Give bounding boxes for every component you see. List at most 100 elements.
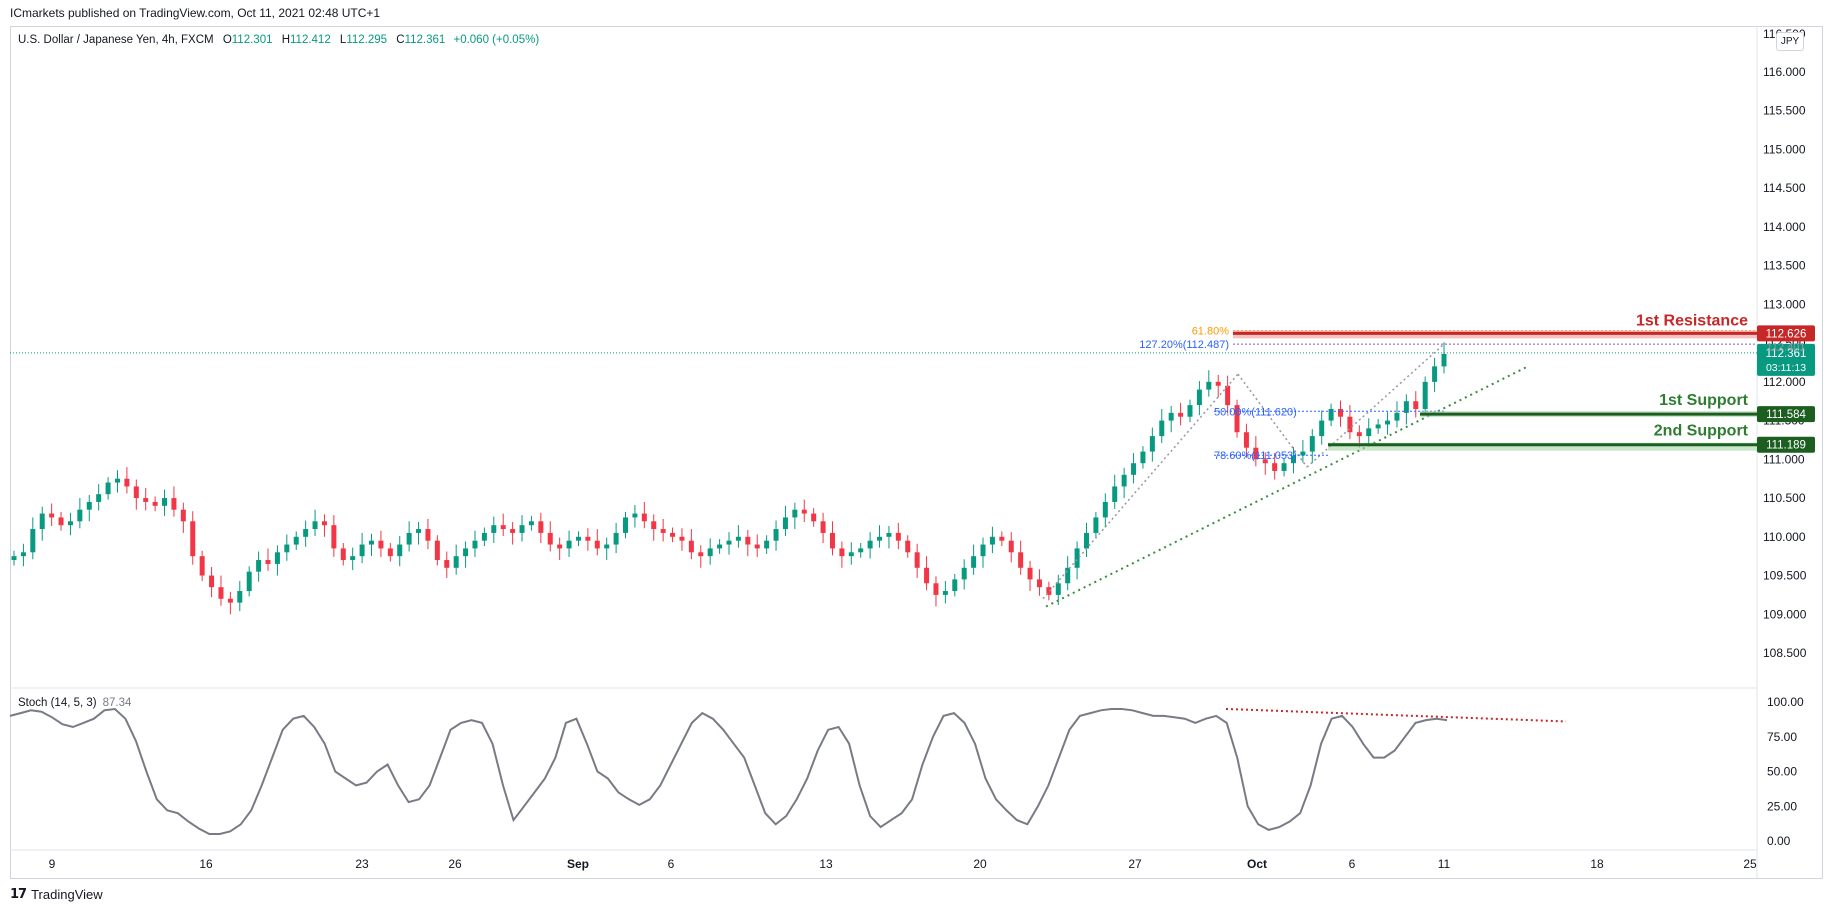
candle-body[interactable] [1055,583,1061,595]
candle-body[interactable] [397,544,403,557]
candle-body[interactable] [303,529,309,537]
candle-body[interactable] [1093,517,1099,533]
candle-body[interactable] [444,560,450,568]
currency-badge[interactable]: JPY [1776,32,1804,51]
candle-body[interactable] [510,529,516,533]
candle-body[interactable] [1112,486,1118,502]
candle-body[interactable] [491,525,497,533]
candle-body[interactable] [547,532,553,545]
candle-body[interactable] [707,548,713,557]
candle-body[interactable] [1309,436,1315,452]
candle-body[interactable] [1178,412,1184,417]
candle-body[interactable] [942,591,948,595]
candle-body[interactable] [519,525,525,533]
candle-body[interactable] [1281,463,1287,471]
candle-body[interactable] [152,501,158,506]
candle-body[interactable] [1375,424,1381,429]
candle-body[interactable] [256,560,262,572]
candle-body[interactable] [886,532,892,537]
candle-body[interactable] [369,540,374,545]
candle-body[interactable] [1356,432,1362,437]
candle-body[interactable] [1215,381,1221,386]
candle-body[interactable] [1027,567,1033,580]
candle-body[interactable] [237,591,243,603]
candle-body[interactable] [284,544,290,553]
candle-body[interactable] [670,532,676,537]
stoch-divergence-line[interactable] [1225,707,1567,723]
candle-body[interactable] [1168,412,1174,421]
candle-body[interactable] [1394,412,1400,421]
candle-body[interactable] [1432,366,1438,382]
candle-body[interactable] [782,517,788,530]
candle-body[interactable] [416,529,422,533]
candle-body[interactable] [190,521,196,557]
candle-body[interactable] [340,548,346,561]
candle-body[interactable] [528,521,534,526]
tradingview-logo[interactable]: 𝟭𝟳 TradingView [10,886,103,902]
candle-body[interactable] [67,521,73,526]
candle-body[interactable] [1036,579,1042,588]
candle-body[interactable] [105,482,111,495]
candle-body[interactable] [143,498,149,502]
candle-body[interactable] [1385,420,1391,425]
candle-body[interactable] [1121,474,1127,487]
candle-body[interactable] [1441,353,1447,367]
candle-body[interactable] [209,575,215,588]
candle-body[interactable] [265,560,271,564]
candle-body[interactable] [406,532,412,545]
candle-body[interactable] [1234,405,1240,433]
candle-body[interactable] [425,529,431,541]
candle-body[interactable] [1206,381,1212,390]
candle-body[interactable] [1422,381,1428,409]
candle-body[interactable] [1008,540,1014,553]
candle-body[interactable] [698,552,704,557]
candle-body[interactable] [1338,408,1344,417]
candle-body[interactable] [557,544,563,549]
candle-body[interactable] [114,478,120,483]
candle-body[interactable] [585,536,591,541]
candle-body[interactable] [1084,532,1089,549]
candle-body[interactable] [858,548,864,553]
candle-body[interactable] [30,529,36,553]
candle-body[interactable] [359,544,365,557]
candle-body[interactable] [1149,436,1155,452]
candle-body[interactable] [1347,416,1353,433]
candle-body[interactable] [1074,548,1080,568]
candle-body[interactable] [1018,552,1024,568]
candle-body[interactable] [133,486,139,499]
candle-body[interactable] [1413,401,1419,409]
candle-body[interactable] [171,498,177,510]
candle-body[interactable] [1102,501,1108,518]
candle-body[interactable] [914,552,920,568]
candle-body[interactable] [1319,420,1325,437]
candle-body[interactable] [350,556,356,561]
candle-body[interactable] [1131,463,1137,475]
candle-body[interactable] [613,532,619,545]
candle-body[interactable] [1243,432,1249,448]
candle-body[interactable] [594,540,600,549]
candle-body[interactable] [604,544,610,549]
candle-body[interactable] [971,556,977,568]
candle-body[interactable] [321,521,327,526]
candle-body[interactable] [49,513,55,518]
ascending-trendline[interactable] [1045,365,1529,608]
candle-body[interactable] [274,552,280,564]
stoch-line[interactable] [9,707,1448,835]
candle-body[interactable] [20,552,26,557]
last-price-tag-bg[interactable] [1757,343,1815,376]
candle-body[interactable] [58,517,64,526]
candle-body[interactable] [717,544,723,549]
candle-body[interactable] [86,501,92,510]
candle-body[interactable] [246,571,252,592]
candle-body[interactable] [623,517,629,533]
candle-body[interactable] [1290,455,1296,464]
candle-body[interactable] [1187,405,1193,417]
candle-body[interactable] [754,544,760,549]
candle-body[interactable] [39,513,45,530]
candle-body[interactable] [933,583,939,595]
candle-body[interactable] [801,509,807,514]
candle-body[interactable] [989,536,995,545]
candle-body[interactable] [1225,385,1231,406]
candle-body[interactable] [124,478,130,487]
